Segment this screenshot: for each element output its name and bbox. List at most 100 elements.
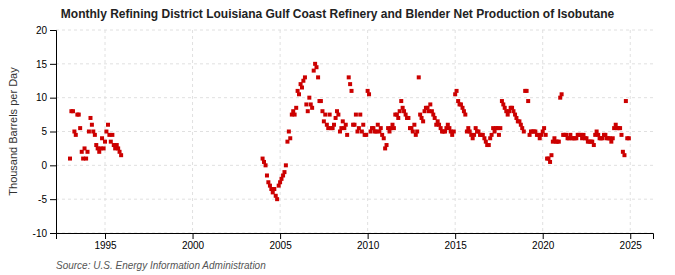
point [344, 123, 348, 127]
plot-area: 1995200020052010201520202025-10-50510152… [33, 25, 654, 251]
point [382, 136, 386, 140]
point [421, 119, 425, 123]
point [287, 130, 291, 134]
point [624, 99, 628, 103]
point [417, 75, 421, 79]
x-tick-mark [105, 233, 106, 239]
point [385, 143, 389, 147]
y-axis: -10 -5 0 5 10 15 20 [33, 25, 57, 239]
y-tick: 20 [36, 25, 56, 36]
x-tick-label: 2015 [445, 240, 468, 251]
y-tick: 0 [41, 160, 56, 171]
point [622, 153, 626, 157]
point [68, 157, 72, 161]
point [367, 92, 371, 96]
point [265, 173, 269, 177]
point [396, 116, 400, 120]
point [102, 146, 106, 150]
point [315, 65, 319, 69]
x-axis: 1995200020052010201520202025 [57, 233, 654, 251]
chart: 1995200020052010201520202025-10-50510152… [0, 0, 675, 275]
point [93, 133, 97, 137]
point [399, 99, 403, 103]
point [361, 123, 365, 127]
y-tick: 5 [41, 126, 56, 137]
point [307, 96, 311, 100]
x-tick-label: 2000 [182, 240, 205, 251]
point [406, 116, 410, 120]
point [71, 109, 75, 113]
point [103, 140, 107, 144]
grid-line-y [56, 30, 653, 31]
point [288, 136, 292, 140]
y-tick-label: 20 [36, 25, 48, 36]
point [618, 126, 622, 130]
y-tick-mark [50, 132, 56, 133]
point [348, 82, 352, 86]
point [284, 163, 288, 167]
y-tick: 10 [36, 92, 56, 103]
y-tick: -10 [33, 228, 56, 239]
point [319, 99, 323, 103]
point [557, 140, 561, 144]
point [544, 133, 548, 137]
x-tick-mark [193, 233, 194, 239]
y-tick-label: 15 [36, 59, 48, 70]
x-tick-label: 2005 [269, 240, 292, 251]
source-note: Source: U.S. Energy Information Administ… [56, 260, 266, 271]
point [88, 116, 92, 120]
x-tick-mark [280, 233, 281, 239]
point [497, 133, 501, 137]
point [332, 123, 336, 127]
point [336, 113, 340, 117]
point [347, 75, 351, 79]
x-tick-label: 2010 [357, 240, 380, 251]
grid-line-x [630, 30, 631, 233]
y-tick-mark [50, 64, 56, 65]
grid-line-x [367, 30, 368, 233]
point [297, 92, 301, 96]
point [300, 86, 304, 90]
point [282, 170, 286, 174]
point [487, 143, 491, 147]
point [392, 126, 396, 130]
y-tick-mark [50, 233, 56, 234]
point [272, 187, 276, 191]
point [619, 133, 623, 137]
point [354, 113, 358, 117]
point [77, 113, 81, 117]
point [294, 106, 298, 110]
points [68, 62, 631, 201]
title: Monthly Refining District Louisiana Gulf… [61, 7, 615, 21]
y-tick-label: 5 [41, 126, 47, 137]
x-tick-mark [368, 233, 369, 239]
point [328, 113, 332, 117]
point [264, 163, 268, 167]
point [90, 123, 94, 127]
point [350, 89, 354, 93]
y-tick-label: -5 [38, 194, 47, 205]
point [345, 133, 349, 137]
y-tick: -5 [38, 194, 56, 205]
x-tick: 2025 [620, 233, 643, 251]
y-tick-label: 10 [36, 92, 48, 103]
y-axis-title: Thousand Barrels per Day [7, 67, 19, 196]
grid-line-x [192, 30, 193, 233]
point [560, 92, 564, 96]
x-axis-line [57, 234, 654, 240]
point [304, 102, 308, 106]
x-tick-mark [455, 233, 456, 239]
y-axis-line [50, 31, 57, 234]
grid [56, 30, 653, 233]
point [452, 130, 456, 134]
point [498, 126, 502, 130]
point [87, 130, 91, 134]
point [379, 126, 383, 130]
point [275, 197, 279, 201]
point [293, 113, 297, 117]
point [526, 99, 530, 103]
x-tick: 1995 [94, 233, 117, 251]
y-tick: 15 [36, 59, 56, 70]
y-tick-mark [50, 165, 56, 166]
point [358, 113, 362, 117]
